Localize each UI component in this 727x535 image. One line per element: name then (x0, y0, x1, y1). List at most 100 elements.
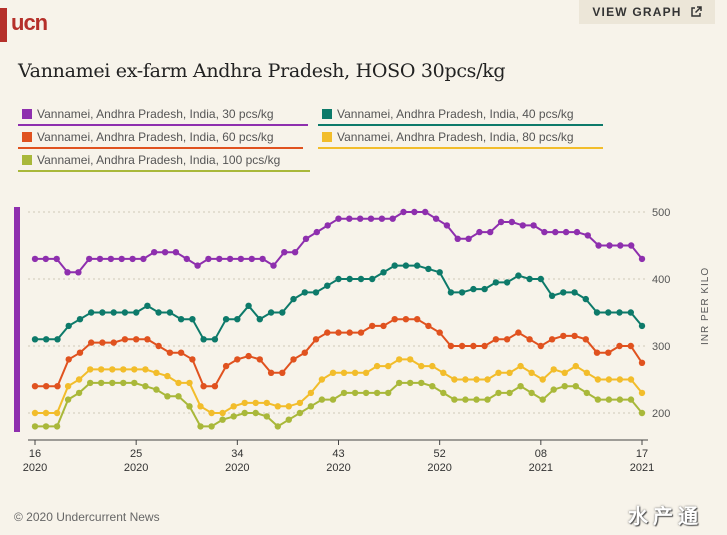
data-point (561, 369, 568, 376)
x-tick-year: 2020 (326, 462, 350, 474)
data-point (562, 228, 570, 236)
data-point (274, 403, 281, 410)
data-point (443, 222, 451, 229)
data-point (487, 228, 494, 236)
data-point (470, 342, 477, 350)
brand-bar (0, 8, 7, 42)
data-point (98, 379, 105, 387)
data-point (550, 366, 557, 373)
data-point (324, 329, 331, 336)
data-point (481, 285, 488, 293)
data-point (99, 339, 106, 346)
data-point (517, 383, 524, 390)
data-point (53, 423, 61, 430)
data-point (605, 396, 613, 403)
data-point (357, 215, 364, 222)
data-point (75, 376, 83, 383)
data-point (462, 376, 469, 383)
data-point (131, 366, 138, 373)
data-point (31, 255, 39, 263)
x-tick-year: 2020 (225, 462, 249, 474)
data-point (340, 369, 348, 376)
data-point (571, 289, 578, 296)
legend-item[interactable]: Vannamei, Andhra Pradesh, India, 40 pcs/… (322, 107, 574, 124)
data-point (31, 383, 39, 390)
data-point (552, 228, 559, 236)
data-point (638, 255, 646, 263)
data-point (593, 349, 601, 356)
data-point (605, 309, 612, 316)
data-point (473, 376, 480, 383)
data-point (440, 389, 447, 397)
data-point (230, 413, 237, 420)
data-point (616, 342, 623, 350)
data-point (142, 383, 149, 390)
data-point (451, 376, 458, 383)
data-point (638, 389, 646, 397)
data-point (153, 369, 160, 376)
data-point (301, 289, 308, 296)
data-point (373, 362, 381, 370)
data-point (324, 222, 331, 229)
data-point (396, 379, 403, 387)
data-point (506, 389, 513, 397)
data-point (476, 228, 483, 236)
data-point (285, 416, 292, 423)
data-point (519, 222, 526, 229)
data-point (279, 369, 286, 376)
data-point (142, 366, 149, 373)
data-point (120, 379, 127, 387)
copyright-text: © 2020 Undercurrent News (14, 510, 160, 524)
data-point (183, 255, 190, 263)
data-point (335, 275, 342, 283)
legend-item[interactable]: Vannamei, Andhra Pradesh, India, 60 pcs/… (22, 130, 274, 147)
legend-item[interactable]: Vannamei, Andhra Pradesh, India, 30 pcs/… (22, 107, 274, 124)
series-accent-bar (14, 207, 20, 432)
data-point (362, 389, 370, 397)
legend-label: Vannamei, Andhra Pradesh, India, 40 pcs/… (337, 107, 574, 121)
data-point (31, 336, 39, 343)
data-point (594, 396, 602, 403)
data-point (200, 336, 207, 343)
data-point (447, 289, 455, 296)
data-point (54, 336, 61, 343)
data-point (458, 342, 466, 350)
data-point (605, 376, 613, 383)
data-point (407, 356, 414, 363)
data-point (189, 316, 196, 323)
data-point (177, 349, 185, 356)
data-point (110, 339, 117, 346)
data-point (281, 249, 288, 256)
data-point (208, 423, 215, 430)
view-graph-button[interactable]: VIEW GRAPH (579, 0, 715, 24)
data-point (131, 379, 138, 387)
watermark-text: 水产通 (628, 504, 703, 528)
data-point (76, 316, 84, 323)
y-axis-label: INR PER KILO (700, 267, 711, 345)
series-line (35, 211, 643, 274)
legend-item[interactable]: Vannamei, Andhra Pradesh, India, 80 pcs/… (322, 130, 574, 147)
data-point (211, 383, 219, 390)
data-point (234, 356, 241, 363)
brand-logo[interactable]: ucn (11, 10, 48, 35)
data-point (528, 369, 535, 376)
data-point (205, 255, 212, 263)
data-point (252, 409, 259, 417)
data-point (129, 255, 136, 263)
data-point (144, 302, 151, 309)
data-point (517, 362, 524, 370)
data-point (351, 369, 359, 376)
data-point (436, 329, 443, 336)
data-point (492, 279, 500, 286)
data-point (296, 399, 304, 407)
data-point (118, 255, 125, 263)
x-tick-week: 34 (231, 448, 243, 460)
legend-item[interactable]: Vannamei, Andhra Pradesh, India, 100 pcs… (22, 153, 280, 170)
data-point (42, 255, 49, 263)
data-point (42, 423, 50, 430)
data-point (290, 295, 297, 303)
data-point (31, 409, 39, 417)
y-tick-label: 300 (652, 341, 670, 353)
x-tick-year: 2020 (23, 462, 47, 474)
x-tick-week: 16 (29, 448, 41, 460)
